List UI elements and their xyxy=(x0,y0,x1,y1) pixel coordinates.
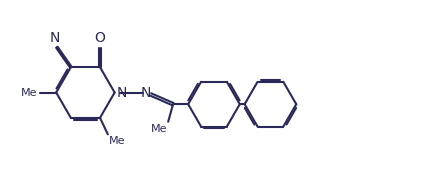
Text: N: N xyxy=(50,31,60,45)
Text: Me: Me xyxy=(109,136,125,146)
Text: Me: Me xyxy=(151,124,167,134)
Text: N: N xyxy=(141,85,151,100)
Text: Me: Me xyxy=(21,88,38,97)
Text: N: N xyxy=(116,85,127,100)
Text: O: O xyxy=(95,31,105,45)
